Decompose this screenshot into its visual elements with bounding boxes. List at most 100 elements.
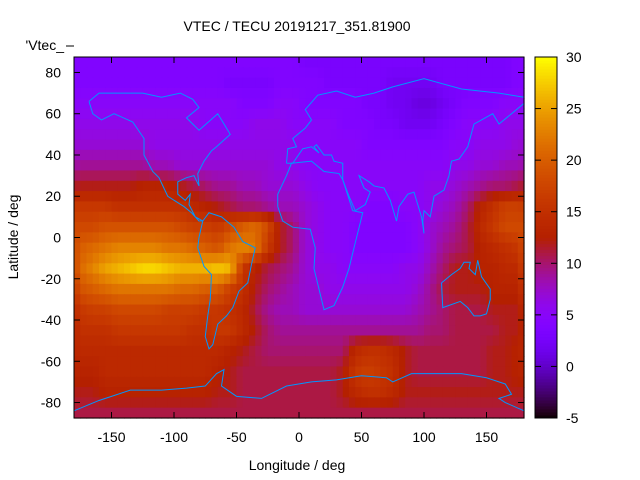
heatmap-cell xyxy=(355,98,363,110)
heatmap-cell xyxy=(342,118,350,130)
heatmap-cell xyxy=(242,397,250,409)
heatmap-cell xyxy=(267,304,275,316)
heatmap-cell xyxy=(349,191,356,202)
heatmap-cell xyxy=(117,387,125,398)
heatmap-cell xyxy=(80,108,88,120)
heatmap-cell xyxy=(305,201,313,213)
heatmap-cell xyxy=(267,314,275,326)
heatmap-cell xyxy=(249,325,256,337)
heatmap-cell xyxy=(86,387,94,398)
heatmap-cell xyxy=(199,263,206,275)
heatmap-cell xyxy=(192,345,200,357)
x-tick-label: 100 xyxy=(412,429,436,445)
heatmap-cell xyxy=(236,407,244,419)
heatmap-cell xyxy=(280,170,288,182)
heatmap-cell xyxy=(142,294,150,306)
heatmap-cell xyxy=(130,98,138,110)
heatmap-cell xyxy=(217,118,225,130)
heatmap-cell xyxy=(174,252,181,264)
heatmap-cell xyxy=(167,108,175,120)
heatmap-cell xyxy=(430,242,438,254)
heatmap-cell xyxy=(299,325,306,337)
heatmap-cell xyxy=(261,57,269,68)
heatmap-cell xyxy=(342,201,350,213)
heatmap-cell xyxy=(317,366,325,378)
heatmap-cell xyxy=(161,129,169,141)
heatmap-cell xyxy=(505,139,513,151)
heatmap-cell xyxy=(474,57,481,68)
heatmap-cell xyxy=(411,129,419,141)
heatmap-cell xyxy=(467,294,475,306)
heatmap-cell xyxy=(305,108,313,120)
heatmap-cell xyxy=(461,170,469,182)
heatmap-cell xyxy=(480,118,488,130)
heatmap-cell xyxy=(224,397,231,409)
heatmap-cell xyxy=(461,366,469,378)
heatmap-cell xyxy=(86,376,94,388)
colorbar-segment xyxy=(535,138,557,142)
heatmap-cell xyxy=(80,294,88,306)
heatmap-cell xyxy=(367,201,375,213)
colorbar-segment xyxy=(535,288,557,293)
heatmap-cell xyxy=(492,283,500,295)
heatmap-cell xyxy=(186,273,194,285)
heatmap-cell xyxy=(255,67,263,79)
heatmap-cell xyxy=(155,376,163,388)
heatmap-cell xyxy=(486,407,494,419)
heatmap-cell xyxy=(242,366,250,378)
heatmap-cell xyxy=(124,263,131,275)
heatmap-cell xyxy=(361,98,369,110)
x-tick-label: -150 xyxy=(97,429,125,445)
heatmap-cell xyxy=(99,98,106,110)
heatmap-cell xyxy=(486,149,494,161)
heatmap-cell xyxy=(361,57,369,68)
heatmap-cell xyxy=(355,376,363,388)
heatmap-cell xyxy=(336,294,344,306)
heatmap-cell xyxy=(155,170,163,182)
heatmap-cell xyxy=(274,87,281,99)
heatmap-cell xyxy=(186,263,194,275)
heatmap-cell xyxy=(317,397,325,409)
heatmap-cell xyxy=(455,232,463,244)
heatmap-cell xyxy=(224,108,231,120)
heatmap-cell xyxy=(436,191,444,202)
heatmap-cell xyxy=(142,160,150,172)
heatmap-cell xyxy=(324,242,331,254)
heatmap-cell xyxy=(336,139,344,151)
heatmap-cell xyxy=(449,407,456,419)
heatmap-cell xyxy=(499,77,506,89)
heatmap-cell xyxy=(261,304,269,316)
heatmap-cell xyxy=(205,77,213,89)
heatmap-cell xyxy=(455,149,463,161)
heatmap-cell xyxy=(117,345,125,357)
heatmap-cell xyxy=(367,397,375,409)
heatmap-cell xyxy=(161,57,169,68)
heatmap-cell xyxy=(261,191,269,202)
heatmap-cell xyxy=(455,180,463,192)
heatmap-cell xyxy=(499,252,506,264)
heatmap-cell xyxy=(411,242,419,254)
heatmap-cell xyxy=(161,304,169,316)
heatmap-cell xyxy=(217,77,225,89)
heatmap-cell xyxy=(455,314,463,326)
heatmap-cell xyxy=(424,118,431,130)
heatmap-cell xyxy=(267,376,275,388)
heatmap-cell xyxy=(211,325,219,337)
heatmap-cell xyxy=(480,366,488,378)
heatmap-cell xyxy=(199,77,206,89)
heatmap-cell xyxy=(467,222,475,233)
heatmap-cell xyxy=(436,283,444,295)
heatmap-cell xyxy=(499,397,506,409)
colorbar-segment xyxy=(535,183,557,187)
heatmap-cell xyxy=(311,98,319,110)
heatmap-cell xyxy=(380,304,388,316)
heatmap-cell xyxy=(92,263,100,275)
heatmap-cell xyxy=(355,335,363,347)
heatmap-cell xyxy=(274,283,281,295)
heatmap-cell xyxy=(111,304,119,316)
heatmap-cell xyxy=(80,242,88,254)
heatmap-cell xyxy=(211,149,219,161)
colorbar-segment xyxy=(535,243,557,248)
heatmap-cell xyxy=(224,294,231,306)
heatmap-cell xyxy=(111,160,119,172)
